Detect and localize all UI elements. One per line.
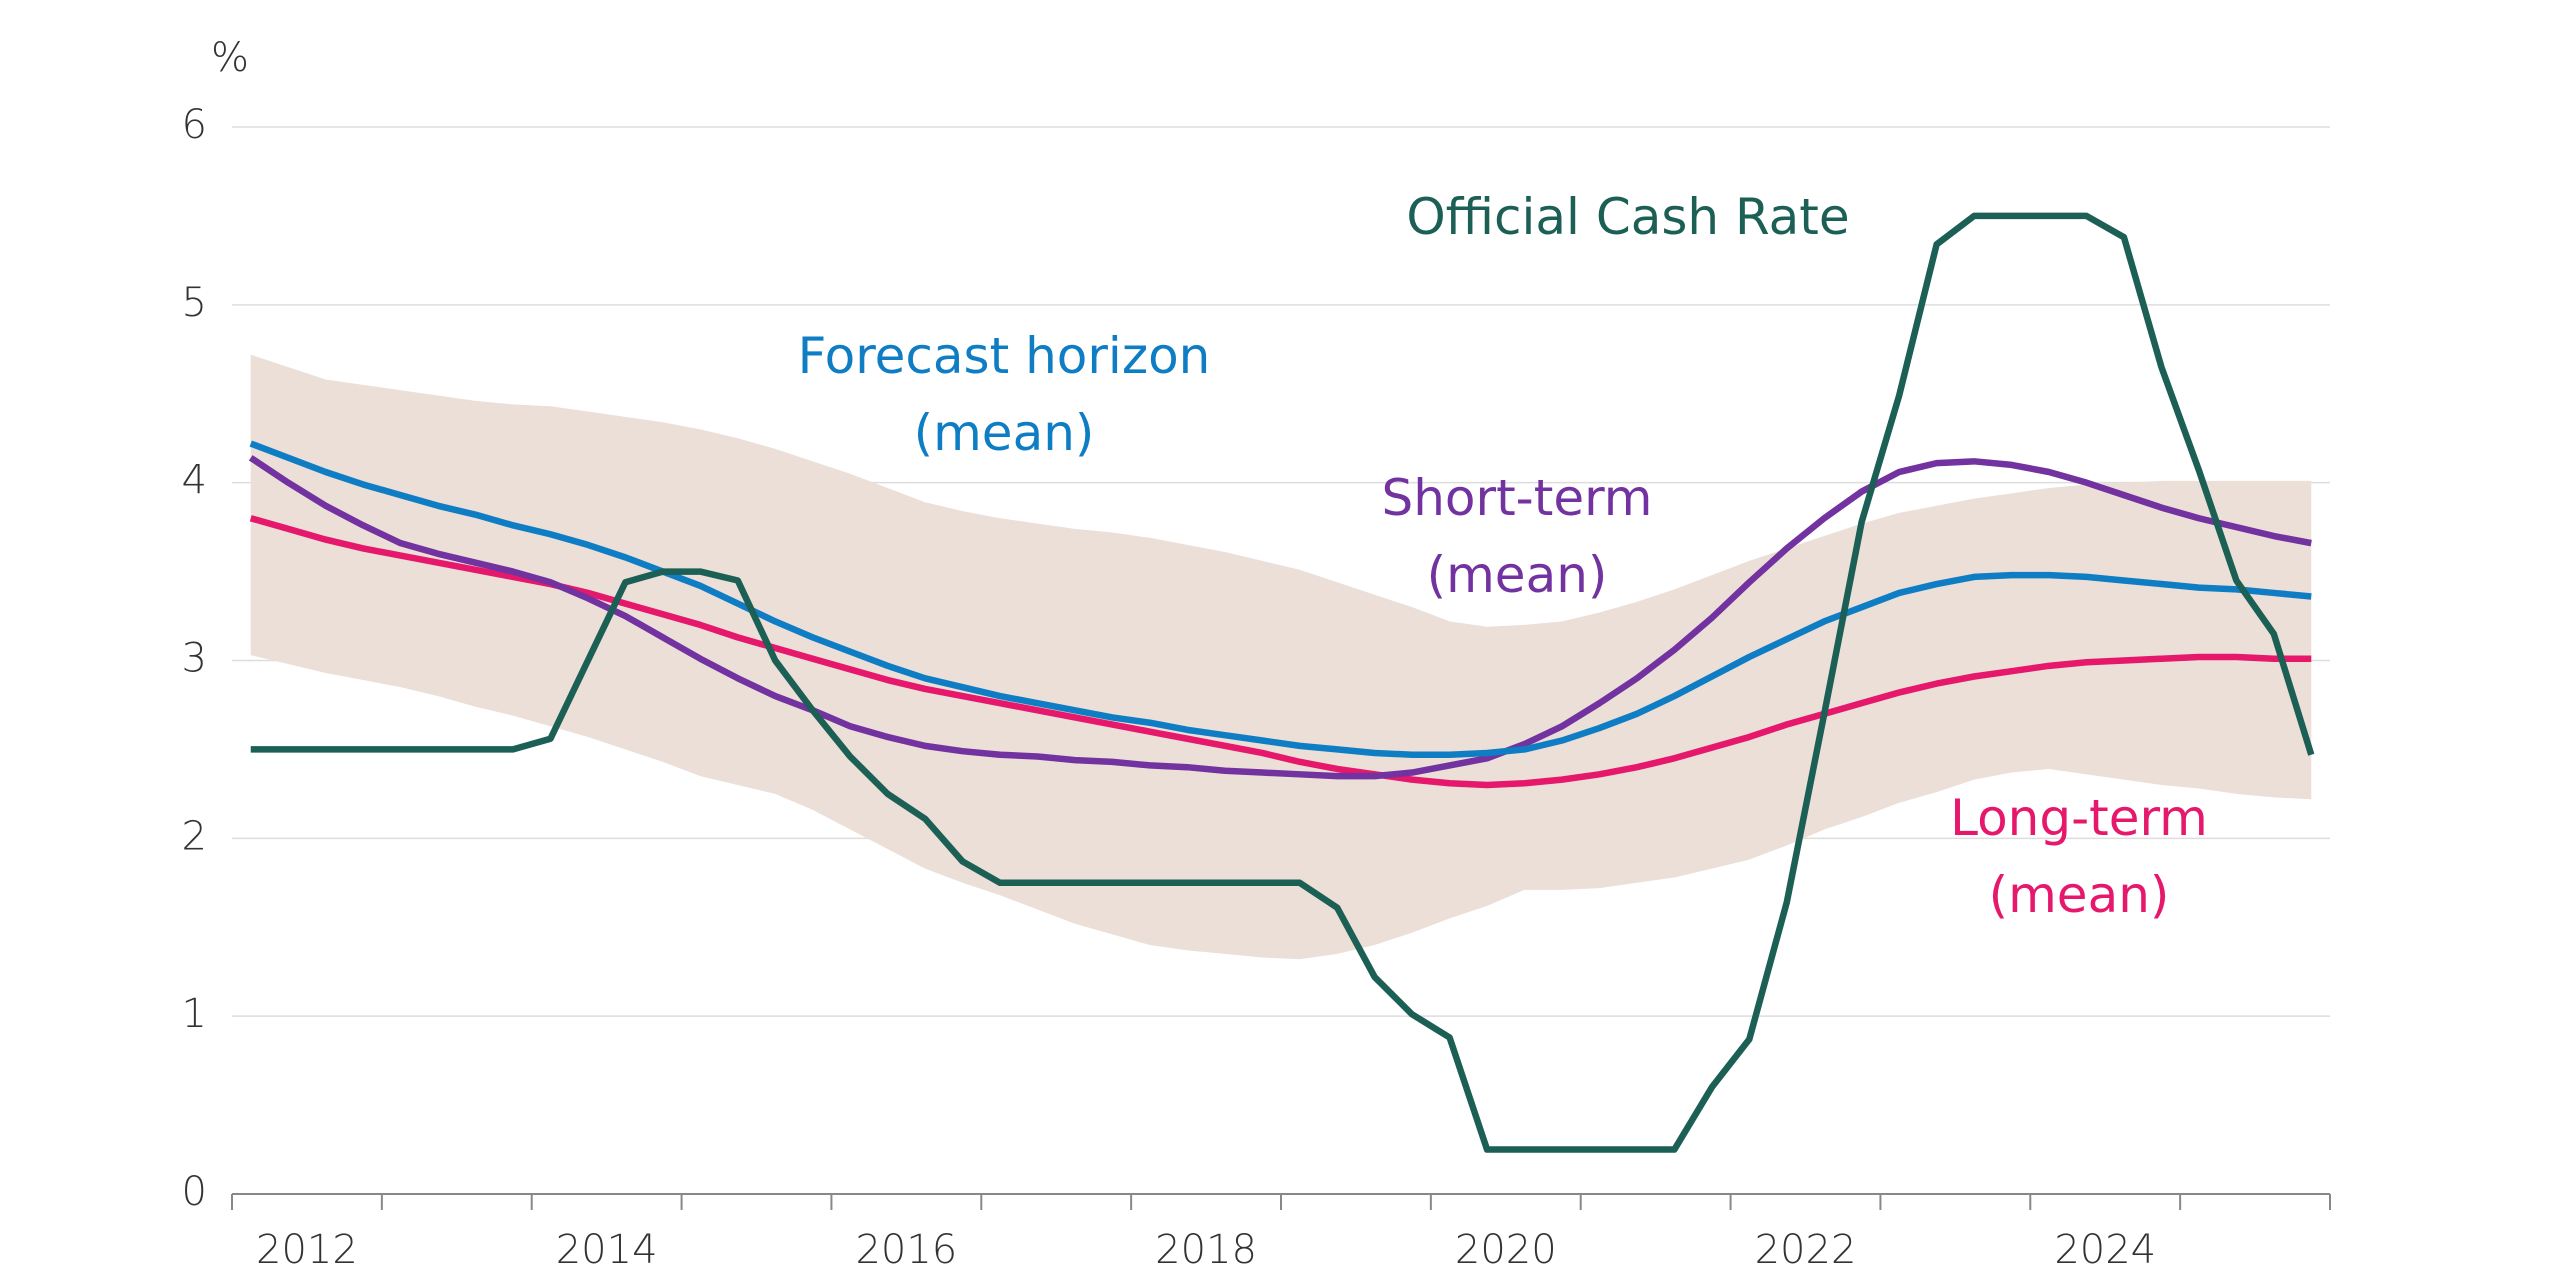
x-tick-label: 2022 [1755, 1227, 1857, 1273]
series-line [250, 212, 2315, 1153]
y-tick-label: 1 [182, 991, 207, 1037]
x-tick-label: 2014 [556, 1227, 658, 1273]
y-tick-label: 4 [182, 458, 207, 504]
y-tick-label: 6 [182, 102, 207, 148]
y-tick-label: 5 [182, 280, 207, 326]
x-tick-label: 2016 [855, 1227, 957, 1273]
y-tick-label: 2 [182, 813, 207, 859]
x-tick-label: 2012 [256, 1227, 358, 1273]
forecast-band [250, 354, 2312, 960]
series-label: Forecast horizon (mean) [798, 327, 1211, 462]
series-line [248, 455, 2312, 780]
series-label-line: (mean) [1427, 546, 1608, 604]
series-label-line: Long-term [1950, 789, 2208, 847]
series-label-line: Official Cash Rate [1406, 188, 1849, 246]
series-line [249, 440, 2312, 759]
series-label: Official Cash Rate [1406, 188, 1849, 246]
series-label: Long-term (mean) [1950, 789, 2208, 924]
series-label-line: Short-term [1382, 469, 1653, 527]
series-line [249, 515, 2312, 789]
series-label-line: Forecast horizon [798, 327, 1211, 385]
series-label-line: (mean) [914, 404, 1095, 462]
series-label: Short-term (mean) [1382, 469, 1653, 604]
x-tick-label: 2020 [1455, 1227, 1557, 1273]
y-tick-label: 3 [182, 636, 207, 682]
y-unit: % [211, 35, 249, 81]
x-tick-label: 2018 [1155, 1227, 1257, 1273]
x-tick-label: 2024 [2054, 1227, 2156, 1273]
y-tick-label: 0 [182, 1169, 207, 1215]
series-label-line: (mean) [1989, 866, 2170, 924]
